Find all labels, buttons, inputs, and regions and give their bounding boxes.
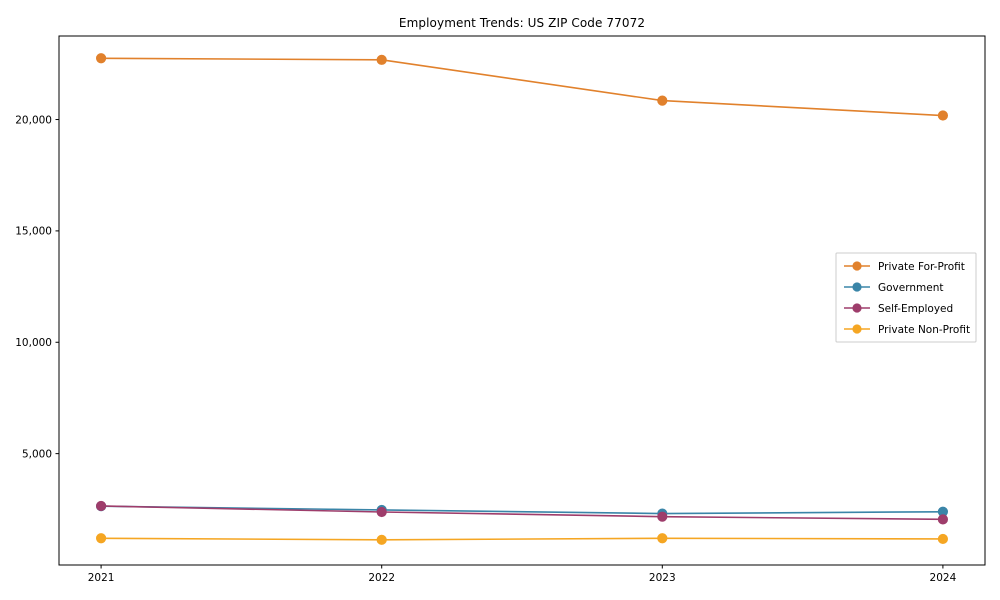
- legend-marker-icon: [852, 303, 862, 313]
- series-line: [100, 505, 944, 521]
- data-point-marker: [376, 506, 387, 518]
- series-line: [100, 505, 944, 515]
- y-tick-label: 5,000: [22, 448, 52, 460]
- data-point-marker: [657, 95, 668, 106]
- data-point-marker: [937, 533, 949, 545]
- y-tick-label: 15,000: [15, 226, 52, 238]
- chart-title: Employment Trends: US ZIP Code 77072: [398, 16, 646, 30]
- legend-marker-icon: [852, 282, 862, 292]
- data-point-marker: [937, 514, 949, 525]
- data-point-marker: [657, 533, 668, 544]
- y-tick-label: 10,000: [15, 337, 52, 349]
- plot-area-frame: [58, 35, 986, 566]
- legend-label[interactable]: Self-Employed: [878, 303, 953, 315]
- x-tick-label: 2022: [368, 572, 395, 584]
- legend-label[interactable]: Government: [878, 282, 943, 294]
- series-private-non-profit: [95, 533, 949, 545]
- legend-label[interactable]: Private For-Profit: [878, 261, 965, 273]
- x-tick-label: 2023: [649, 572, 676, 584]
- x-axis-ticks: 2021 2022 2023 2024: [88, 565, 957, 584]
- data-point-marker: [95, 533, 107, 544]
- legend-box: [835, 252, 977, 343]
- data-point-marker: [376, 534, 387, 545]
- y-axis-ticks: 5,000 10,000 15,000 20,000: [15, 114, 59, 460]
- legend-marker-icon: [852, 261, 862, 271]
- x-tick-label: 2021: [88, 572, 115, 584]
- data-point-marker: [95, 500, 107, 512]
- data-point-marker: [657, 511, 668, 522]
- series-self-employed: [95, 500, 949, 525]
- x-tick-label: 2024: [930, 572, 957, 584]
- series-government: [95, 501, 949, 519]
- chart-legend[interactable]: Private For-Profit Government Self-Employe…: [835, 252, 977, 343]
- legend-marker-icon: [852, 324, 862, 334]
- data-point-marker: [376, 54, 387, 65]
- data-point-marker: [95, 53, 107, 64]
- series-private-for-profit: [95, 53, 949, 121]
- y-tick-label: 20,000: [15, 114, 52, 126]
- data-series-group: [95, 53, 949, 545]
- series-line: [100, 537, 944, 541]
- data-point-marker: [937, 110, 949, 121]
- series-line: [100, 57, 944, 117]
- legend-label[interactable]: Private Non-Profit: [878, 324, 970, 336]
